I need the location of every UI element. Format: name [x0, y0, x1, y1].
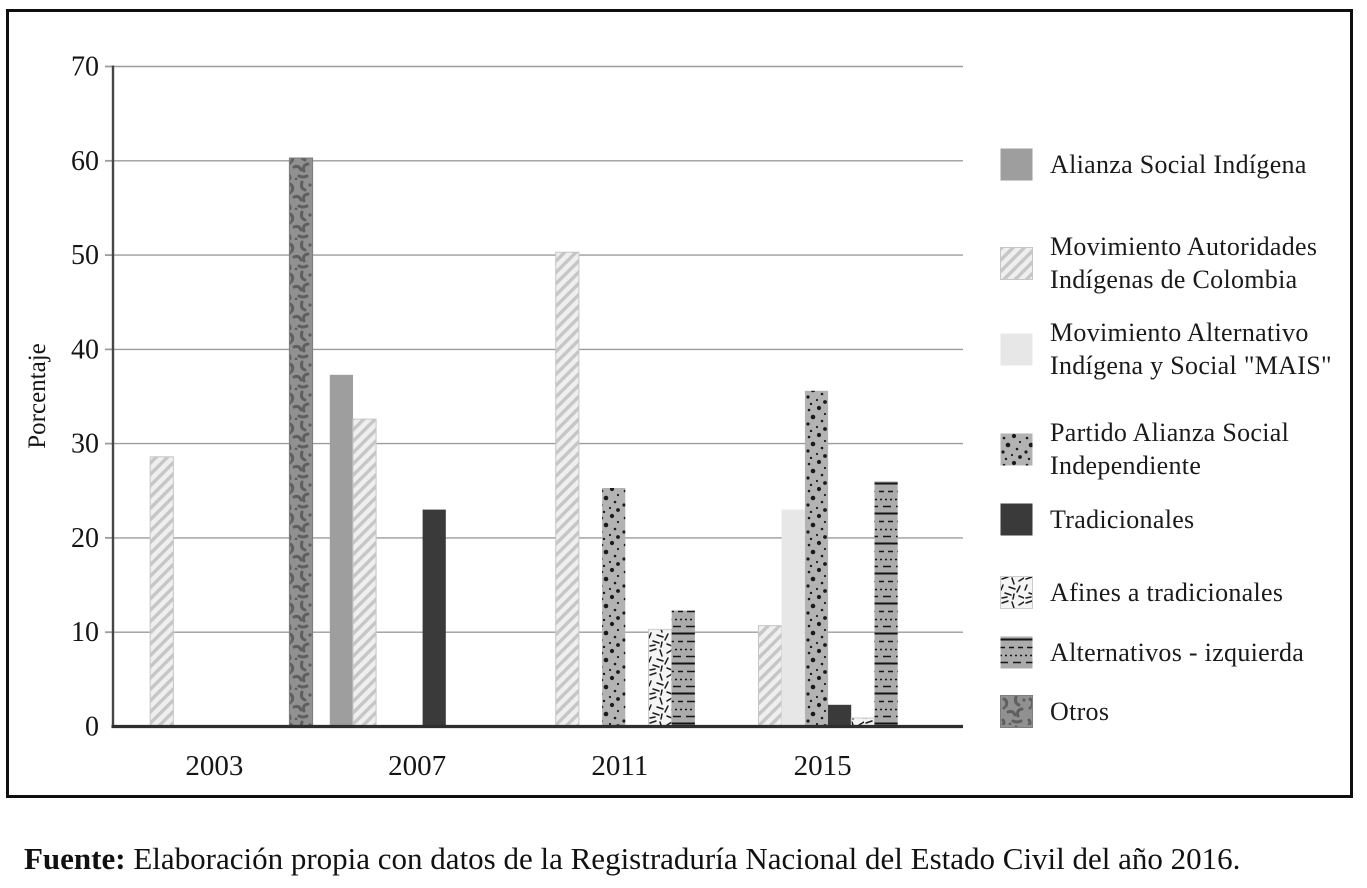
bar-2011-3: Partido Alianza Social Independiente: 25…: [602, 488, 626, 727]
legend-item-6: Alternativos - izquierda: [1000, 636, 1350, 669]
legend-label: Afines a tradicionales: [1050, 578, 1284, 607]
legend-label: Alianza Social Indígena: [1050, 150, 1307, 179]
legend-label: Otros: [1050, 697, 1110, 726]
y-tick-label-70: 70: [71, 52, 99, 83]
x-tick-label-2011: 2011: [591, 750, 648, 782]
bar-2003-1: Movimiento Autoridades Indígenas de Colo…: [149, 456, 174, 727]
legend-label: Alternativos - izquierda: [1050, 638, 1305, 667]
y-tick-label-10: 10: [71, 617, 99, 648]
legend-swatch-horizontal-lines-icon: [1000, 636, 1033, 669]
caption-label: Fuente:: [24, 841, 126, 876]
legend-swatch-solid-gray-icon: [1000, 148, 1033, 181]
legend-item-1: Movimiento Autoridades Indígenas de Colom…: [1000, 230, 1350, 296]
bar-2015-4: Tradicionales: 2.3: [828, 704, 852, 727]
y-tick-label-50: 50: [71, 240, 99, 271]
bar-2007-4: Tradicionales: 23: [422, 509, 446, 727]
legend-swatch-solid-light-icon: [1000, 333, 1033, 365]
bar-2015-2: Movimiento Alternativo Indígena y Social…: [781, 509, 805, 727]
legend-swatch-mottled-icon: [1000, 695, 1033, 728]
legend-item-4: Tradicionales: [1000, 503, 1350, 536]
legend-swatch-speckled-dots-icon: [1000, 433, 1033, 465]
caption-text: Elaboración propia con datos de la Regis…: [125, 841, 1241, 876]
bar-chart: 0 10 20 30 40 50 60 70 Alianza Social Indígena: …: [24, 52, 963, 782]
bar-2015-3: Partido Alianza Social Independiente: 35…: [804, 390, 829, 727]
bar-2015-6: Alternativos - izquierda: 26: [874, 481, 898, 727]
legend-item-2: Movimiento Alternativo Indígena y Social …: [1000, 316, 1350, 382]
legend-swatch-solid-dark-icon: [1000, 503, 1033, 536]
y-tick-label-0: 0: [85, 712, 99, 743]
legend-swatch-diagonal-hatch-icon: [1000, 246, 1033, 280]
x-tick-label-2007: 2007: [388, 750, 446, 782]
legend-item-0: Alianza Social Indígena: [1000, 148, 1350, 181]
legend-item-3: Partido Alianza Social Independiente: [1000, 416, 1350, 482]
legend-item-5: Afines a tradicionales: [1000, 576, 1350, 609]
legend-label: Movimiento Alternativo Indígena y Social …: [1050, 318, 1332, 380]
x-tick-label-2003: 2003: [185, 750, 243, 782]
bar-2007-0: Alianza Social Indígena: 37.3: [329, 374, 353, 727]
bar-2011-1: Movimiento Autoridades Indígenas de Colo…: [555, 251, 580, 727]
y-tick-label-30: 30: [71, 429, 99, 460]
legend-label: Movimiento Autoridades Indígenas de Colom…: [1050, 232, 1318, 294]
bar-2015-1: Movimiento Autoridades Indígenas de Colo…: [758, 625, 783, 727]
x-tick-label-2015: 2015: [794, 750, 852, 782]
y-tick-label-60: 60: [71, 146, 99, 177]
legend: Alianza Social Indígena Movimiento Autori…: [1000, 148, 1350, 728]
bar-2003-7: Otros: 60.3: [288, 157, 314, 727]
legend-label: Partido Alianza Social Independiente: [1050, 418, 1290, 480]
bar-2011-6: Alternativos - izquierda: 12.3: [671, 610, 695, 727]
bar-2007-1: Movimiento Autoridades Indígenas de Colo…: [352, 418, 377, 727]
legend-item-7: Otros: [1000, 695, 1350, 728]
source-caption: Fuente: Elaboración propia con datos de …: [24, 840, 1360, 878]
bar-chart-svg: 0 10 20 30 40 50 60 70 Alianza Social Indígena: …: [24, 52, 963, 782]
bar-2011-5: Afines a tradicionales: 10.3: [648, 628, 673, 728]
y-tick-label-20: 20: [71, 523, 99, 554]
legend-label: Tradicionales: [1050, 505, 1195, 534]
legend-swatch-scattered-dashes-icon: [1000, 576, 1033, 609]
y-axis-title: Porcentaje: [24, 343, 51, 449]
y-tick-label-40: 40: [71, 334, 99, 365]
